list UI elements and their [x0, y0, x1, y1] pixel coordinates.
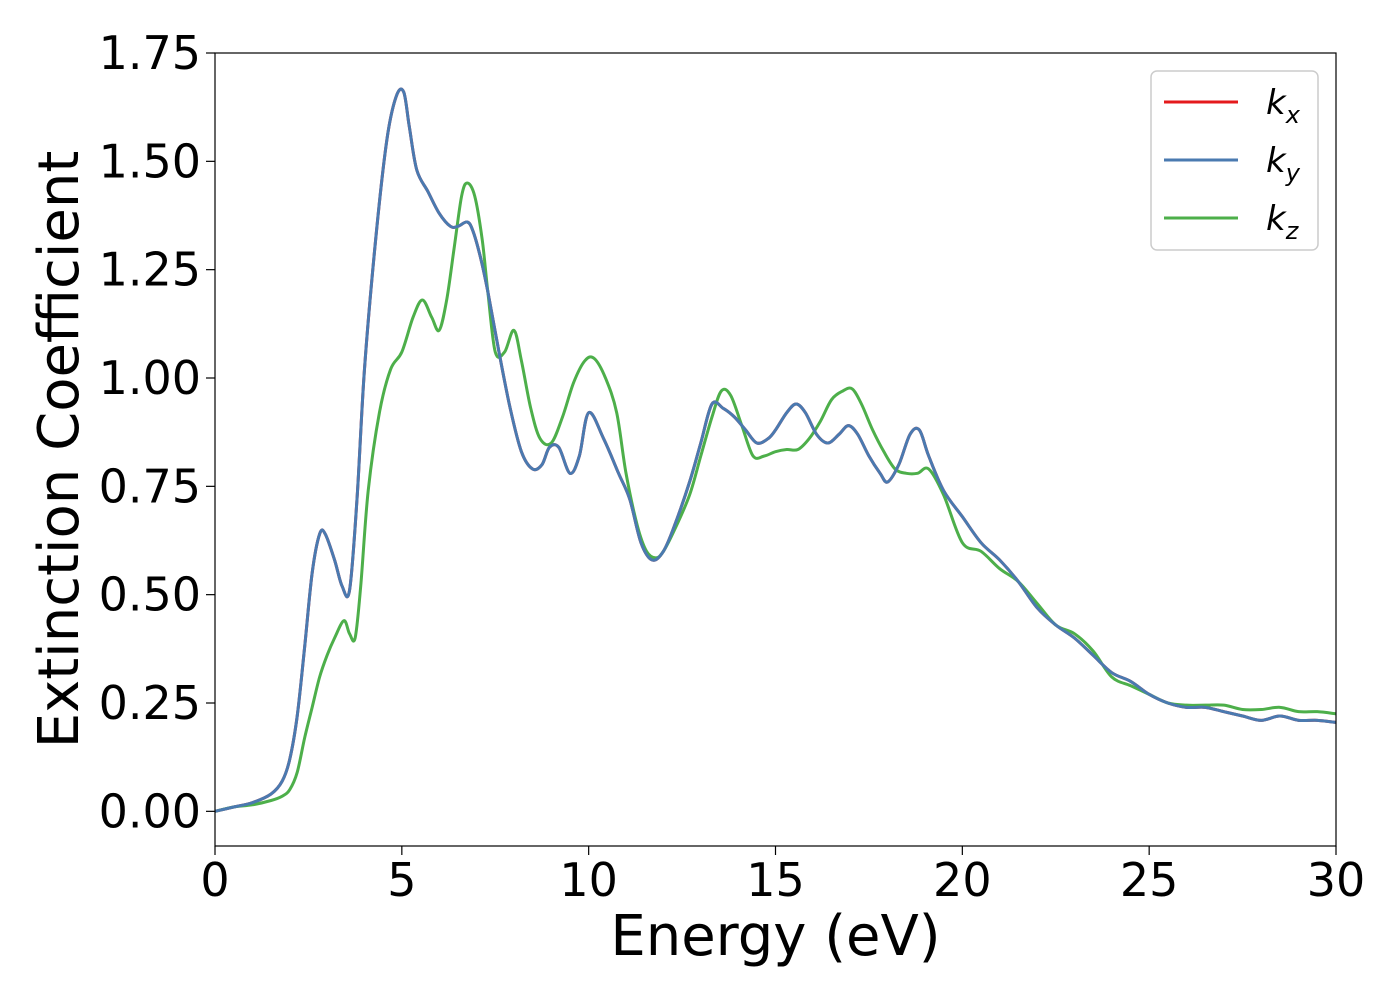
- legend-label-base: k: [1266, 199, 1287, 239]
- y-axis-label: Extinction Coefficient: [27, 151, 92, 749]
- legend-label-base: k: [1266, 83, 1287, 123]
- x-axis-label: Energy (eV): [610, 904, 940, 969]
- y-tick-label: 1.75: [99, 26, 201, 80]
- y-tick-label: 1.25: [99, 243, 201, 297]
- series-line-ky: [214, 87, 1337, 813]
- y-tick-label: 0.25: [99, 676, 201, 730]
- y-tick-label: 1.00: [99, 351, 201, 405]
- x-tick-label: 30: [1307, 853, 1366, 907]
- legend-label-ky: ky: [1266, 141, 1301, 187]
- y-axis-ticks: 0.00 0.25 0.50 0.75 1.00 1.25 1.50 1.75: [99, 26, 215, 838]
- y-tick-label: 1.50: [99, 134, 201, 188]
- x-tick-label: 25: [1120, 853, 1179, 907]
- legend-label-subscript: z: [1285, 217, 1300, 245]
- series-layer: [214, 87, 1337, 813]
- x-tick-label: 15: [746, 853, 805, 907]
- x-axis-ticks: 0 5 10 15 20 25 30: [200, 846, 1365, 907]
- x-tick-label: 0: [200, 853, 229, 907]
- legend-label-kz: kz: [1266, 199, 1300, 245]
- legend-label-subscript: y: [1285, 159, 1301, 187]
- x-tick-label: 10: [559, 853, 618, 907]
- y-tick-label: 0.75: [99, 459, 201, 513]
- x-tick-label: 5: [387, 853, 416, 907]
- series-line-kz: [214, 181, 1337, 813]
- y-tick-label: 0.00: [99, 784, 201, 838]
- legend-label-base: k: [1266, 141, 1287, 181]
- y-tick-label: 0.50: [99, 568, 201, 622]
- x-tick-label: 20: [933, 853, 992, 907]
- legend-label-subscript: x: [1285, 101, 1301, 129]
- legend-label-kx: kx: [1266, 83, 1301, 129]
